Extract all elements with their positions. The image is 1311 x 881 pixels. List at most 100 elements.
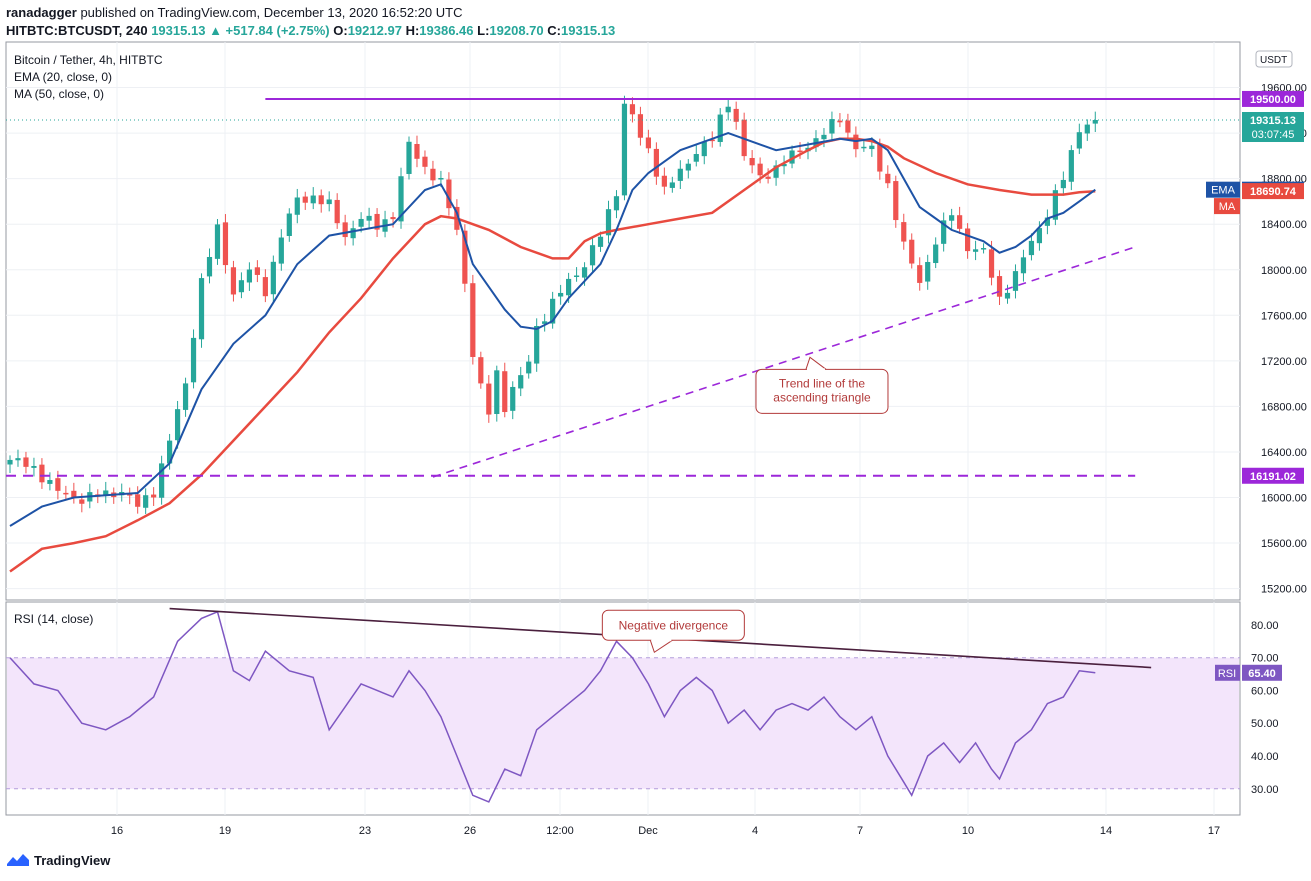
candle-body[interactable] [238,280,245,293]
candle-body[interactable] [127,493,133,496]
candle-body[interactable] [765,176,771,179]
candle-body[interactable] [103,490,109,495]
candle-body[interactable] [797,150,803,153]
candle-body[interactable] [589,245,596,266]
candle-body[interactable] [79,499,85,504]
candle-body[interactable] [869,145,875,150]
candle-body[interactable] [174,409,181,441]
candle-body[interactable] [462,230,468,284]
candle-body[interactable] [1060,179,1066,189]
candle-body[interactable] [909,239,915,264]
candle-body[interactable] [398,176,404,222]
candle-body[interactable] [31,465,37,468]
candle-body[interactable] [7,459,13,465]
candle-body[interactable] [1004,292,1011,299]
candle-body[interactable] [143,495,149,508]
candle-body[interactable] [190,337,197,383]
candle-body[interactable] [901,222,907,242]
ema-line[interactable] [9,132,1096,527]
candle-body[interactable] [821,134,827,140]
candle-body[interactable] [135,494,141,507]
candle-body[interactable] [550,298,556,324]
candle-body[interactable] [1068,150,1074,182]
candle-body[interactable] [773,165,779,178]
candle-body[interactable] [621,103,628,196]
candle-body[interactable] [334,199,340,224]
candle-body[interactable] [1028,240,1035,256]
candle-body[interactable] [613,196,620,211]
divergence-annotation-box[interactable] [601,609,745,641]
candle-body[interactable] [757,163,763,176]
candle-body[interactable] [566,278,572,296]
candle-body[interactable] [653,148,659,177]
candle-body[interactable] [422,156,428,167]
candle-body[interactable] [23,457,29,467]
candle-body[interactable] [957,215,963,229]
candle-body[interactable] [350,228,356,239]
candle-body[interactable] [302,196,308,203]
candle-body[interactable] [310,195,316,204]
candle-body[interactable] [151,494,157,498]
candle-body[interactable] [167,440,173,464]
candle-body[interactable] [861,146,867,149]
candle-body[interactable] [1012,271,1019,291]
candle-body[interactable] [518,375,524,389]
candle-body[interactable] [661,175,667,187]
candle-body[interactable] [366,215,372,221]
candle-body[interactable] [925,261,931,282]
candle-body[interactable] [1092,120,1098,124]
candle-body[interactable] [63,492,69,495]
candle-body[interactable] [390,217,396,220]
candle-body[interactable] [717,114,723,142]
candle-body[interactable] [510,386,516,411]
candle-body[interactable] [198,278,205,340]
candle-body[interactable] [845,120,851,133]
candle-body[interactable] [933,244,939,264]
trend-line[interactable] [432,246,1136,478]
symbol-label[interactable]: HITBTC:BTCUSDT, 240 [6,23,148,38]
candle-body[interactable] [789,150,795,164]
candle-body[interactable] [534,326,540,364]
candle-body[interactable] [374,213,380,230]
candle-body[interactable] [438,178,444,180]
candle-body[interactable] [701,141,707,157]
candle-body[interactable] [605,209,612,236]
candle-body[interactable] [725,106,731,113]
candle-body[interactable] [669,182,675,188]
candle-body[interactable] [526,361,532,374]
candle-body[interactable] [294,197,300,215]
candle-body[interactable] [478,357,484,384]
candle-body[interactable] [597,236,604,247]
candle-body[interactable] [781,164,787,167]
candle-body[interactable] [972,249,979,252]
candle-body[interactable] [749,157,755,166]
candle-body[interactable] [414,144,420,159]
candle-body[interactable] [430,168,436,181]
candle-body[interactable] [693,154,699,162]
candle-body[interactable] [573,275,580,277]
candle-body[interactable] [326,199,332,205]
candle-body[interactable] [645,137,651,149]
candle-body[interactable] [159,463,165,498]
candle-body[interactable] [1052,190,1058,220]
candle-body[interactable] [1044,217,1050,226]
candle-body[interactable] [222,222,229,266]
ema-legend[interactable]: EMA (20, close, 0) [14,70,113,84]
candle-body[interactable] [246,269,252,283]
rsi-legend[interactable]: RSI (14, close) [14,612,94,626]
candle-body[interactable] [733,108,739,122]
candle-body[interactable] [988,249,995,278]
candle-body[interactable] [837,120,843,123]
candle-body[interactable] [486,383,492,415]
candle-body[interactable] [709,139,715,142]
candle-body[interactable] [55,478,61,491]
candle-body[interactable] [286,213,292,236]
candle-body[interactable] [558,292,564,297]
candle-body[interactable] [71,490,77,498]
ma-line[interactable] [9,137,1096,573]
currency-badge[interactable] [1255,50,1293,68]
rsi-line[interactable] [9,610,1096,803]
candle-body[interactable] [342,222,348,238]
candle-body[interactable] [214,224,221,259]
